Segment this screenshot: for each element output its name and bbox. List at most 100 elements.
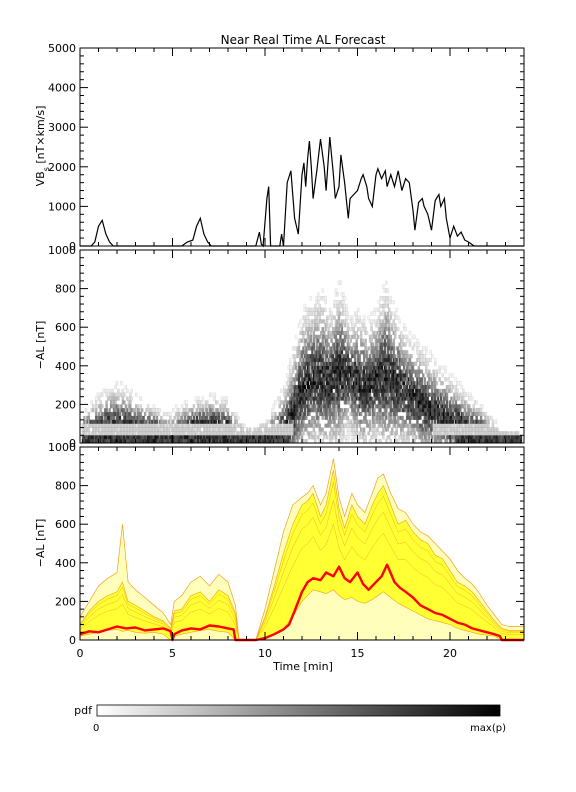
heatmap-cell xyxy=(309,307,313,312)
heatmap-cell xyxy=(302,346,305,351)
plot-frame-1 xyxy=(79,47,525,247)
heatmap-cell xyxy=(405,338,409,343)
heatmap-cell xyxy=(259,427,262,432)
heatmap-cell xyxy=(385,323,388,328)
heatmap-cell xyxy=(441,392,444,397)
heatmap-cell xyxy=(425,435,428,440)
heatmap-cell xyxy=(318,373,321,378)
heatmap-cell xyxy=(386,315,390,320)
heatmap-cell xyxy=(349,381,353,386)
heatmap-cell xyxy=(133,411,136,417)
heatmap-cell xyxy=(154,411,157,417)
heatmap-cell xyxy=(410,354,413,359)
heatmap-cell xyxy=(211,404,215,409)
heatmap-cell xyxy=(342,435,345,440)
heatmap-cell xyxy=(309,334,313,339)
heatmap-cell xyxy=(321,354,324,359)
heatmap-cell xyxy=(180,415,184,420)
heatmap-cell xyxy=(425,346,428,351)
heatmap-cell xyxy=(328,404,332,409)
x-tick-label: 15 xyxy=(351,647,365,660)
heatmap-cell xyxy=(340,438,344,444)
heatmap-cell xyxy=(312,415,316,420)
heatmap-cell xyxy=(398,388,401,393)
heatmap-cell xyxy=(177,408,181,413)
heatmap-cell xyxy=(389,415,393,420)
heatmap-cell xyxy=(325,319,329,324)
heatmap-cell xyxy=(393,330,397,336)
heatmap-cell xyxy=(445,427,449,432)
heatmap-cell xyxy=(327,357,330,363)
heatmap-cell xyxy=(373,330,376,336)
heatmap-cell xyxy=(312,342,316,347)
heatmap-cell xyxy=(413,427,416,432)
heatmap-cell xyxy=(337,315,341,320)
heatmap-cell xyxy=(451,373,455,378)
heatmap-cell xyxy=(364,338,367,343)
heatmap-cell xyxy=(388,330,391,336)
heatmap-cell xyxy=(349,435,353,440)
y-tick-label: 4000 xyxy=(48,82,76,95)
heatmap-cell xyxy=(114,400,117,405)
heatmap-cell xyxy=(429,431,432,436)
heatmap-cell xyxy=(487,419,490,424)
heatmap-cell xyxy=(272,419,276,424)
x-tick-label: 20 xyxy=(443,647,457,660)
heatmap-cell xyxy=(86,419,89,424)
heatmap-cell xyxy=(479,408,483,413)
heatmap-cell xyxy=(293,354,296,359)
heatmap-cell xyxy=(201,408,205,413)
heatmap-cell xyxy=(302,431,305,436)
heatmap-cell xyxy=(364,435,367,440)
heatmap-cell xyxy=(200,400,203,405)
heatmap-cell xyxy=(346,431,350,436)
heatmap-cell xyxy=(324,327,327,332)
heatmap-cell xyxy=(364,411,367,417)
heatmap-cell xyxy=(345,319,348,324)
heatmap-cell xyxy=(317,435,320,440)
heatmap-cell xyxy=(117,392,120,397)
heatmap-cell xyxy=(399,330,403,336)
heatmap-cell xyxy=(317,327,320,332)
heatmap-cell xyxy=(354,408,357,413)
heatmap-cell xyxy=(451,384,455,390)
heatmap-cell xyxy=(343,323,347,328)
heatmap-cell xyxy=(114,392,117,397)
heatmap-cell xyxy=(392,346,395,351)
heatmap-cell xyxy=(402,431,406,436)
heatmap-cell xyxy=(234,427,237,432)
heatmap-cell xyxy=(100,392,104,397)
heatmap-cell xyxy=(429,373,432,378)
heatmap-cell xyxy=(322,435,326,440)
heatmap-cell xyxy=(352,438,356,444)
heatmap-cell xyxy=(425,357,428,363)
heatmap-cell xyxy=(285,381,289,386)
heatmap-cell xyxy=(319,431,323,436)
heatmap-cell xyxy=(111,388,114,393)
heatmap-cell xyxy=(376,319,379,324)
heatmap-cell xyxy=(383,338,387,343)
heatmap-cell xyxy=(386,300,390,305)
heatmap-cell xyxy=(388,365,391,370)
y-tick-label: 800 xyxy=(55,480,76,493)
heatmap-cell xyxy=(201,396,205,401)
heatmap-cell xyxy=(382,334,385,339)
heatmap-cell xyxy=(382,431,385,436)
heatmap-cell xyxy=(328,415,332,420)
heatmap-cell xyxy=(368,438,372,444)
heatmap-cell xyxy=(411,365,415,370)
heatmap-cell xyxy=(305,415,308,420)
heatmap-cell xyxy=(407,365,410,370)
heatmap-cell xyxy=(467,404,471,409)
heatmap-cell xyxy=(220,400,224,405)
heatmap-cell xyxy=(391,311,394,316)
heatmap-cell xyxy=(370,311,373,316)
heatmap-cell xyxy=(470,423,474,428)
heatmap-cell xyxy=(407,411,410,417)
heatmap-cell xyxy=(407,438,410,444)
heatmap-cell xyxy=(376,323,379,328)
y-tick-label: 400 xyxy=(55,360,76,373)
heatmap-cell xyxy=(334,431,338,436)
heatmap-cell xyxy=(379,381,382,386)
